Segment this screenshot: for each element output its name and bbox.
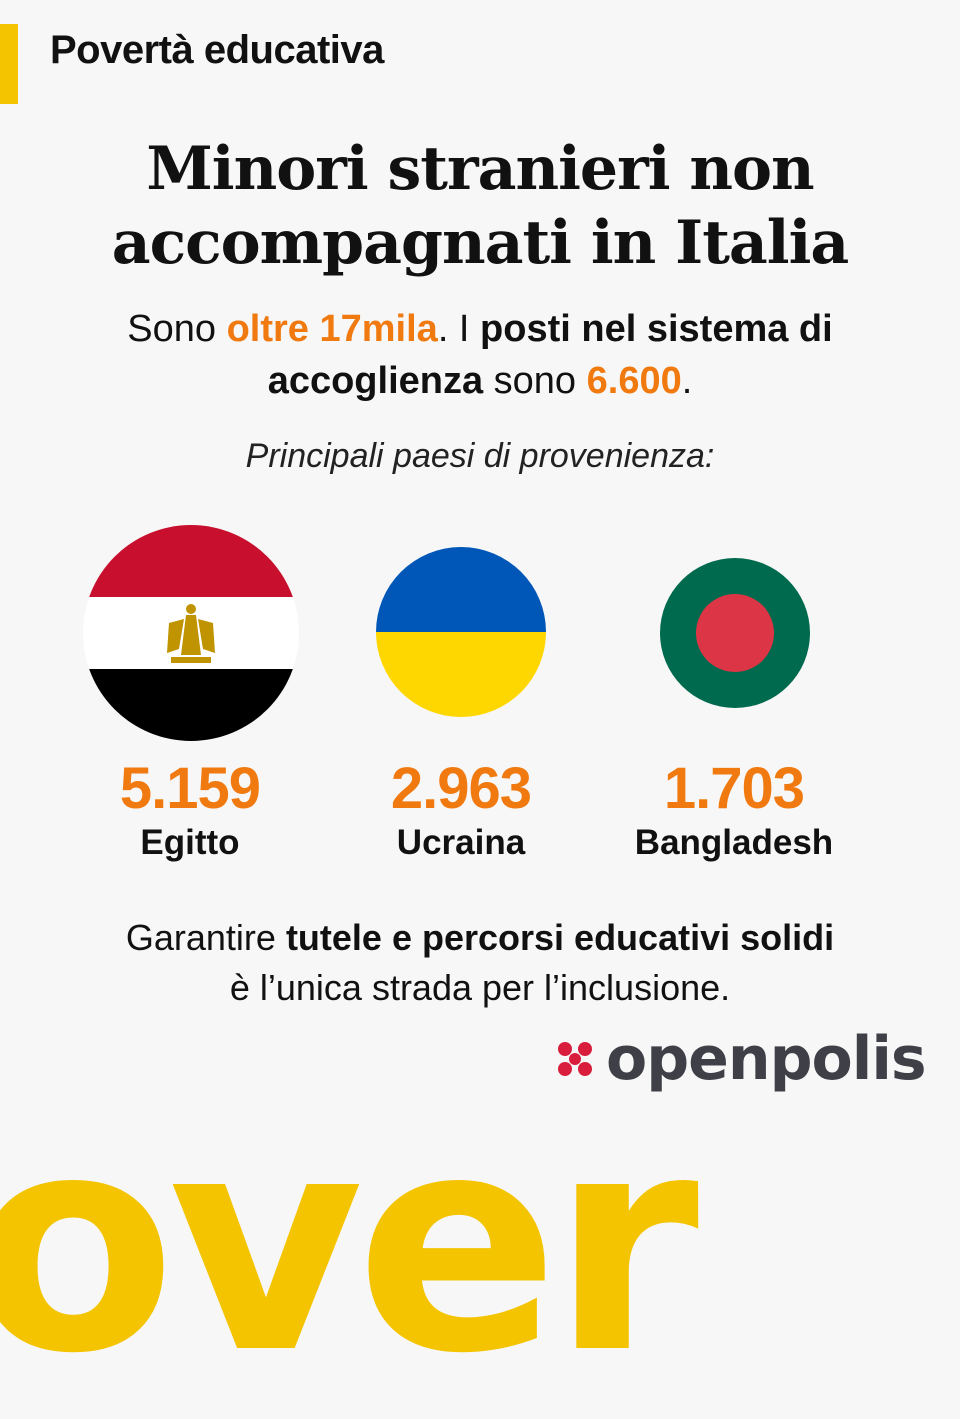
stat-country-bangladesh: Bangladesh — [634, 823, 834, 862]
lead-highlight-total: oltre 17mila — [226, 308, 438, 350]
background-word: over — [0, 1070, 699, 1419]
section-label: Povertà educativa — [50, 28, 384, 72]
brand-name: openpolis — [606, 1024, 927, 1094]
closing-statement: Garantire tutele e percorsi educativi so… — [40, 913, 920, 1013]
lead-paragraph: Sono oltre 17mila. I posti nel sistema d… — [60, 303, 900, 407]
headline: Minori stranieri non accompagnati in Ita… — [0, 132, 960, 280]
stat-value-egypt: 5.159 — [119, 756, 261, 821]
closing-text-1: Garantire — [125, 917, 286, 958]
headline-line-2: accompagnati in Italia — [111, 208, 850, 278]
ukraine-flag-icon — [376, 547, 546, 717]
stat-country-egypt: Egitto — [140, 823, 240, 862]
bangladesh-flag-icon — [660, 558, 810, 708]
stat-value-ukraine: 2.963 — [390, 756, 532, 821]
lead-text-2: . I — [437, 308, 481, 350]
lead-text-3: sono — [483, 360, 587, 402]
lead-highlight-places: 6.600 — [586, 360, 682, 402]
stat-value-bangladesh: 1.703 — [663, 756, 805, 821]
stat-country-ukraine: Ucraina — [396, 823, 526, 862]
accent-bar — [0, 24, 18, 104]
brand-logo: openpolis — [556, 1024, 927, 1094]
lead-text-1: Sono — [127, 308, 227, 350]
egypt-flag-icon — [83, 525, 299, 741]
lead-bold-places: posti nel sistema di accoglienza — [267, 308, 833, 402]
subhead: Principali paesi di provenienza: — [245, 437, 715, 475]
closing-text-2: è l’unica strada per l’inclusione. — [229, 967, 731, 1008]
lead-text-4: . — [681, 360, 693, 402]
headline-line-1: Minori stranieri non — [146, 134, 814, 204]
closing-bold: tutele e percorsi educativi solidi — [285, 917, 835, 958]
openpolis-logo-icon — [558, 1042, 592, 1076]
